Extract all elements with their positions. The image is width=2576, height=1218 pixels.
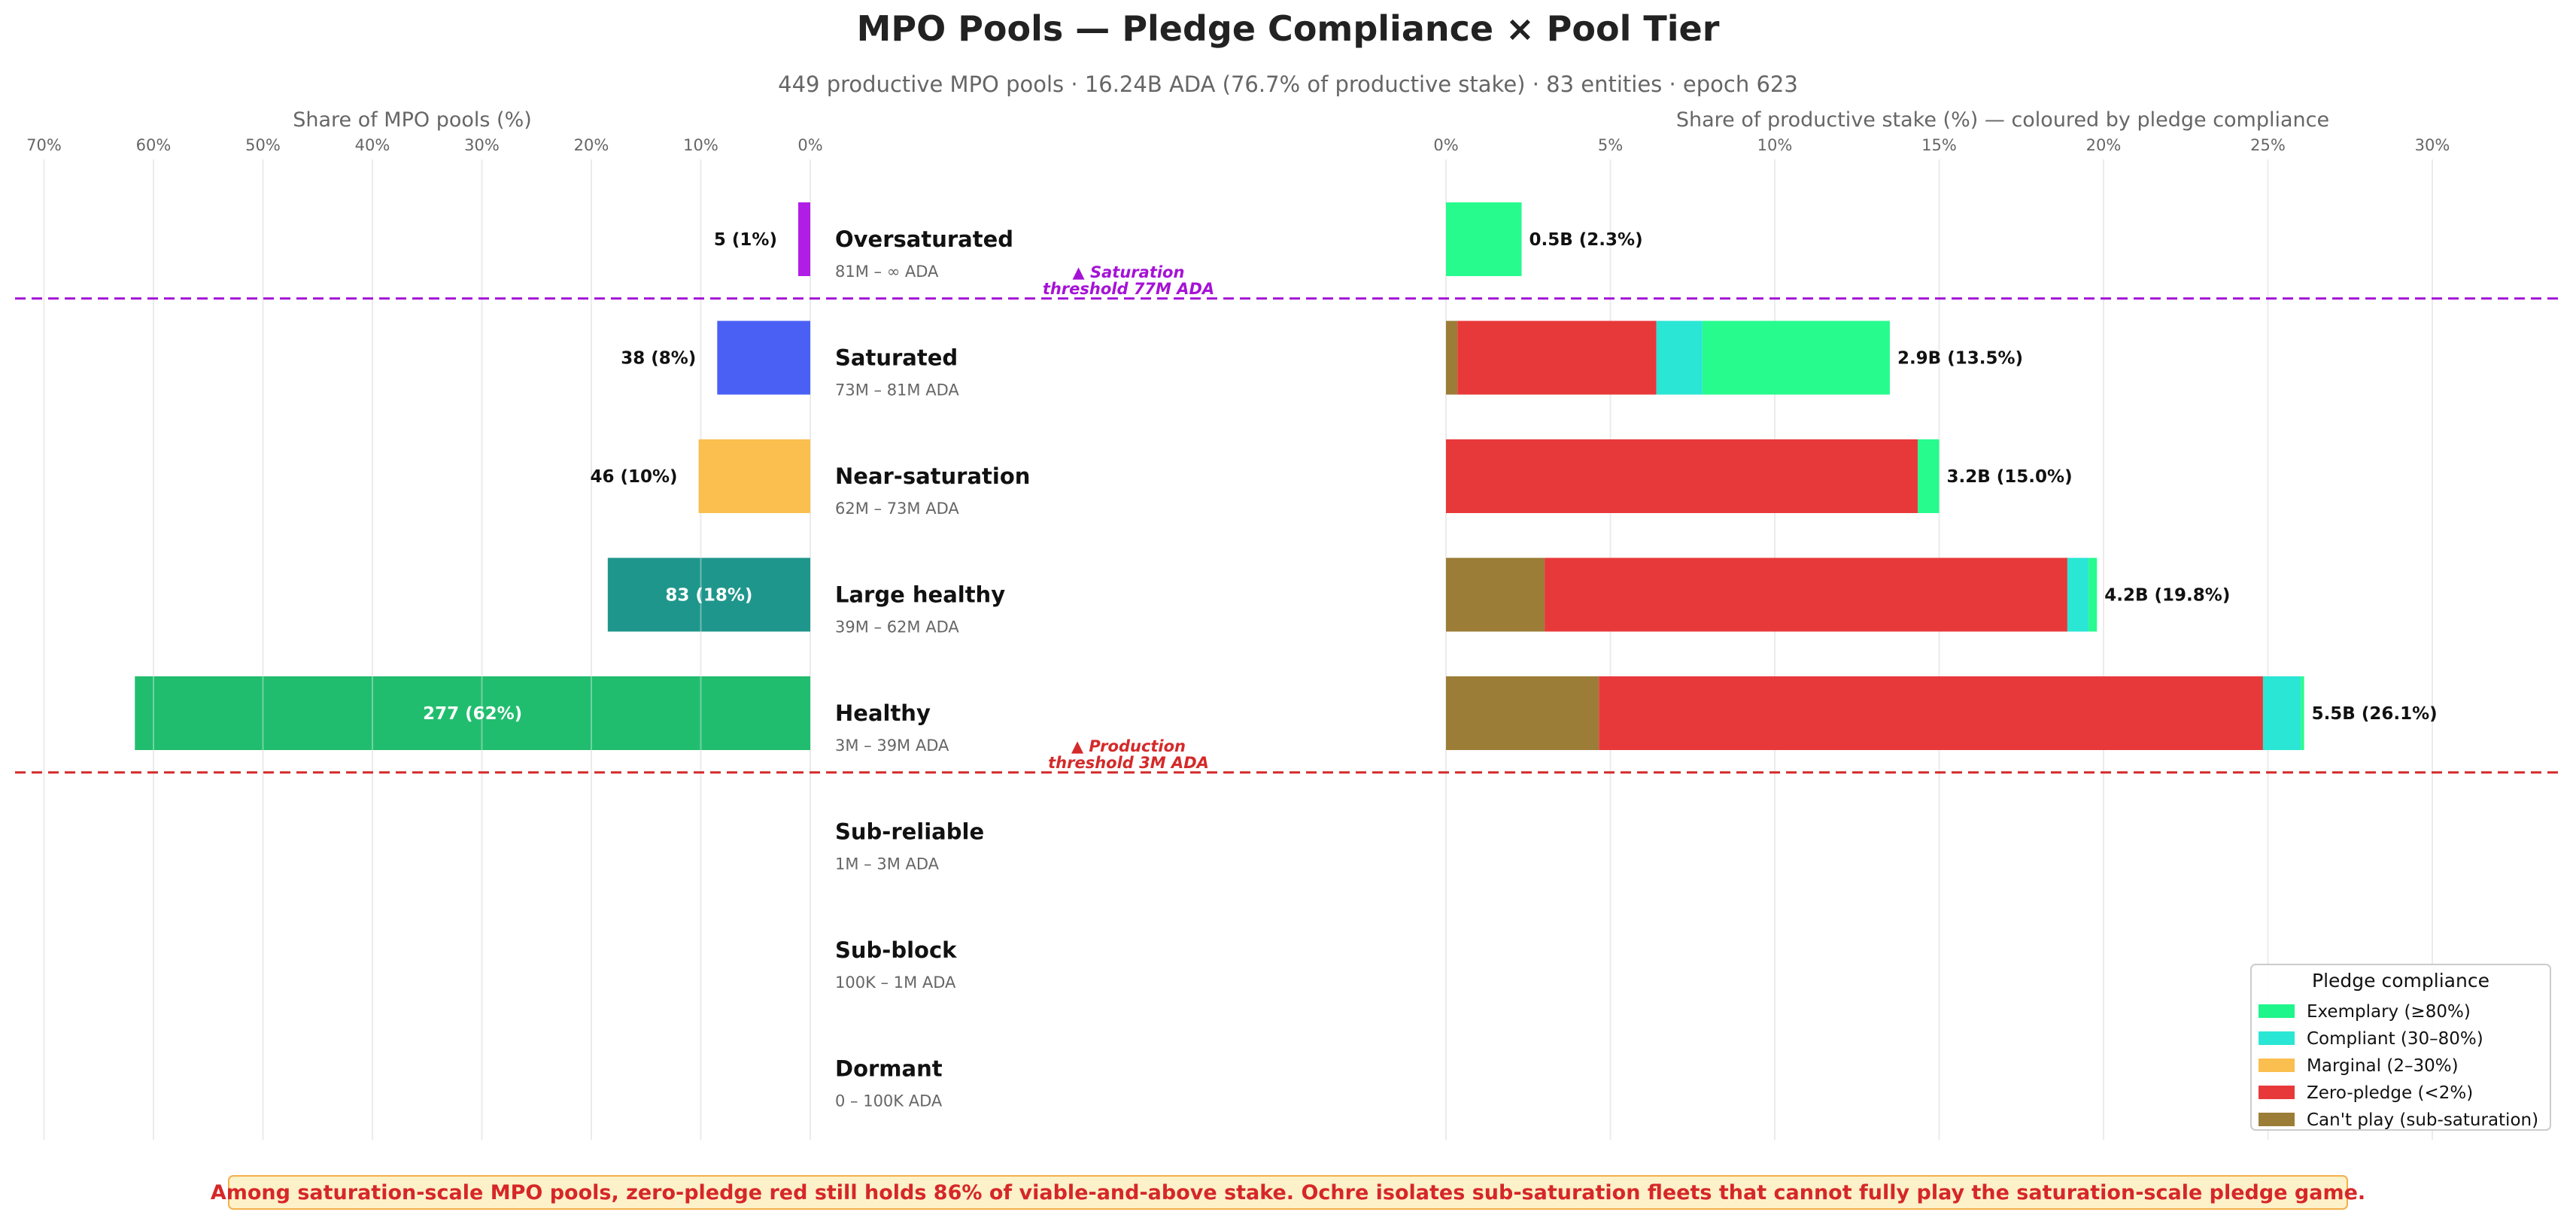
right-tick-label: 15% (1921, 136, 1957, 154)
legend-item-label: Can't play (sub-saturation) (2307, 1110, 2538, 1130)
tier-range-label: 1M – 3M ADA (835, 855, 940, 873)
stake-segment (1446, 320, 1458, 395)
left-tick-label: 10% (683, 136, 718, 154)
stake-segment (1545, 557, 2067, 632)
right-axis-title: Share of productive stake (%) — coloured… (1676, 108, 2329, 132)
left-bars: 5 (1%) 38 (8%) 46 (10%) 83 (18%) 277 (62%) (135, 202, 810, 750)
stake-label: 2.9B (13.5%) (1897, 349, 2023, 369)
legend-item-label: Exemplary (≥80%) (2307, 1002, 2471, 1022)
legend-swatch (2259, 1086, 2295, 1099)
left-tick-label: 20% (574, 136, 609, 154)
stake-segment (1446, 202, 1522, 276)
tier-range-label: 100K – 1M ADA (835, 973, 956, 992)
legend-swatch (2259, 1059, 2295, 1072)
tier-name-label: Sub-block (835, 937, 957, 963)
tier-range-label: 0 – 100K ADA (835, 1092, 943, 1110)
legend-title: Pledge compliance (2312, 970, 2489, 992)
tier-range-label: 39M – 62M ADA (835, 618, 959, 636)
tier-name-label: Saturated (835, 345, 958, 371)
tier-name-label: Healthy (835, 700, 931, 726)
right-tick-label: 25% (2250, 136, 2286, 154)
tier-name-label: Sub-reliable (835, 819, 984, 845)
pool-share-label: 277 (62%) (423, 704, 522, 724)
left-gridlines: 70% 60% 50% 40% 30% 20% 10% 0% (26, 136, 823, 1140)
footnote-box: Among saturation-scale MPO pools, zero-p… (211, 1175, 2365, 1210)
right-tick-label: 10% (1757, 136, 1793, 154)
stake-segment (1446, 439, 1918, 513)
footnote-background (228, 1175, 2348, 1210)
threshold-label-line2: threshold 77M ADA (1043, 280, 1214, 298)
threshold-label-line1: ▲ Production (1071, 737, 1186, 755)
stake-segment (2088, 557, 2098, 632)
stake-label: 5.5B (26.1%) (2312, 704, 2438, 724)
tier-range-label: 3M – 39M ADA (835, 737, 949, 755)
stake-segment (2301, 676, 2304, 750)
chart-subtitle: 449 productive MPO pools · 16.24B ADA (7… (778, 71, 1798, 97)
chart-title: MPO Pools — Pledge Compliance × Pool Tie… (857, 8, 1720, 49)
legend-swatch (2259, 1113, 2295, 1126)
left-tick-label: 50% (245, 136, 281, 154)
legend-box (2250, 964, 2551, 1131)
tier-range-label: 62M – 73M ADA (835, 500, 959, 518)
legend-swatch (2259, 1004, 2295, 1018)
stake-segment (1446, 676, 1599, 750)
pool-share-bar (797, 202, 810, 276)
legend-item-label: Marginal (2–30%) (2307, 1056, 2459, 1076)
legend-swatch (2259, 1031, 2295, 1045)
pool-share-label: 5 (1%) (714, 230, 777, 250)
right-tick-label: 20% (2086, 136, 2122, 154)
stake-segment (1656, 320, 1703, 395)
pool-share-bar (717, 320, 810, 395)
pool-share-label: 83 (18%) (665, 586, 752, 606)
left-tick-label: 30% (464, 136, 500, 154)
legend: Pledge compliance Exemplary (≥80%) Complia… (2250, 964, 2551, 1131)
stake-segment (1918, 439, 1940, 513)
right-tick-label: 5% (1598, 136, 1623, 154)
tier-range-label: 81M – ∞ ADA (835, 263, 939, 281)
left-tick-label: 70% (26, 136, 62, 154)
right-bars: 0.5B (2.3%) 2.9B (13.5%) 3.2B (15.0%) 4.2B … (1446, 202, 2438, 750)
tier-name-label: Oversaturated (835, 226, 1013, 252)
tier-name-label: Dormant (835, 1056, 943, 1082)
pool-share-label: 38 (8%) (621, 349, 696, 369)
stake-label: 4.2B (19.8%) (2104, 586, 2230, 606)
tier-name-label: Near-saturation (835, 463, 1030, 489)
tier-name-label: Large healthy (835, 582, 1005, 608)
left-axis-title: Share of MPO pools (%) (293, 108, 532, 132)
stake-segment (2067, 557, 2089, 632)
right-tick-label: 0% (1433, 136, 1458, 154)
pool-share-label: 46 (10%) (590, 467, 677, 487)
tier-labels: Oversaturated 81M – ∞ ADA Saturated 73M – 8… (835, 226, 1030, 1110)
threshold-label-line1: ▲ Saturation (1073, 263, 1185, 281)
footnote-text: Among saturation-scale MPO pools, zero-p… (211, 1181, 2365, 1204)
stake-segment (1446, 557, 1545, 632)
stake-label: 3.2B (15.0%) (1947, 467, 2073, 487)
pool-share-bar (135, 676, 810, 750)
pool-share-bar (698, 439, 810, 513)
stake-label: 0.5B (2.3%) (1530, 230, 1643, 250)
tier-range-label: 73M – 81M ADA (835, 381, 959, 399)
stake-segment (1702, 320, 1890, 395)
pool-share-bar (607, 557, 810, 632)
left-tick-label: 40% (355, 136, 390, 154)
left-tick-label: 60% (136, 136, 172, 154)
stake-segment (1599, 676, 2263, 750)
right-tick-label: 30% (2415, 136, 2450, 154)
legend-item-label: Compliant (30–80%) (2307, 1029, 2483, 1049)
legend-item-label: Zero-pledge (<2%) (2307, 1083, 2473, 1103)
stake-segment (2262, 676, 2301, 750)
stake-segment (1457, 320, 1657, 395)
left-tick-label: 0% (797, 136, 822, 154)
threshold-label-line2: threshold 3M ADA (1048, 754, 1209, 772)
